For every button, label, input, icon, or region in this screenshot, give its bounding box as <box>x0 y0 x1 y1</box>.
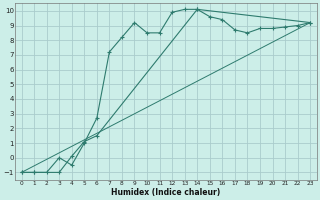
X-axis label: Humidex (Indice chaleur): Humidex (Indice chaleur) <box>111 188 220 197</box>
